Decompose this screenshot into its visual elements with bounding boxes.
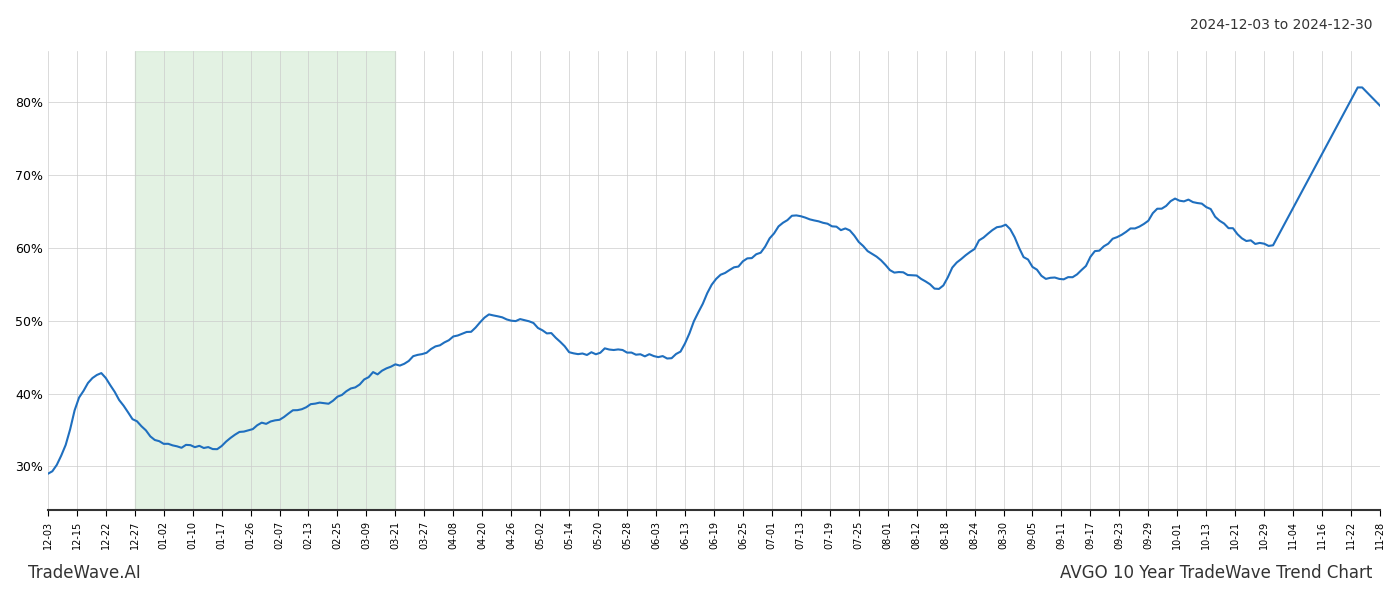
Text: TradeWave.AI: TradeWave.AI bbox=[28, 564, 141, 582]
Text: 2024-12-03 to 2024-12-30: 2024-12-03 to 2024-12-30 bbox=[1190, 18, 1372, 32]
Bar bbox=[134, 51, 395, 510]
Text: AVGO 10 Year TradeWave Trend Chart: AVGO 10 Year TradeWave Trend Chart bbox=[1060, 564, 1372, 582]
